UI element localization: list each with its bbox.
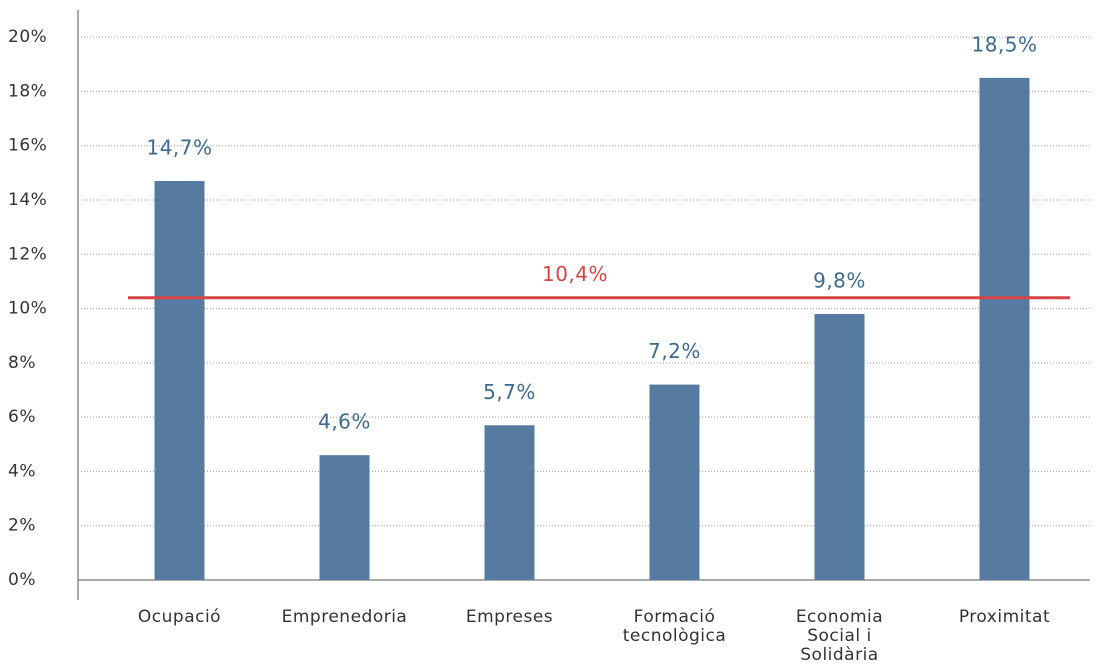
x-tick-label: Formació — [634, 607, 716, 627]
y-tick-label: 0% — [8, 570, 36, 590]
y-tick-label: 8% — [8, 353, 36, 373]
y-tick-label: 6% — [8, 407, 36, 427]
x-tick-label: Emprenedoria — [282, 607, 408, 627]
x-tick-label: Ocupació — [138, 607, 221, 627]
bar — [154, 181, 205, 580]
y-tick-label: 10% — [8, 299, 47, 319]
x-tick-label: Social i — [807, 626, 872, 646]
y-tick-label: 12% — [8, 244, 47, 264]
bar — [484, 425, 535, 580]
x-tick-label: Solidària — [800, 645, 878, 665]
reference-label: 10,4% — [542, 262, 608, 286]
x-tick-label: Economia — [796, 607, 883, 627]
y-tick-label: 16% — [8, 136, 47, 156]
bar — [319, 455, 370, 580]
value-label: 9,8% — [813, 269, 866, 293]
x-tick-label: Empreses — [466, 607, 553, 627]
x-tick-label: tecnològica — [623, 626, 727, 646]
y-tick-label: 18% — [8, 81, 47, 101]
y-tick-label: 2% — [8, 516, 36, 536]
y-tick-label: 4% — [8, 461, 36, 481]
value-label: 18,5% — [971, 32, 1037, 56]
value-label: 4,6% — [318, 410, 371, 434]
y-tick-label: 14% — [8, 190, 47, 210]
value-label: 7,2% — [648, 339, 701, 363]
value-label: 14,7% — [146, 136, 212, 160]
x-tick-label: Proximitat — [959, 607, 1050, 627]
bar — [814, 314, 865, 580]
value-label: 5,7% — [483, 380, 536, 404]
bar — [649, 384, 700, 580]
bar — [979, 77, 1030, 580]
y-tick-label: 20% — [8, 27, 47, 47]
